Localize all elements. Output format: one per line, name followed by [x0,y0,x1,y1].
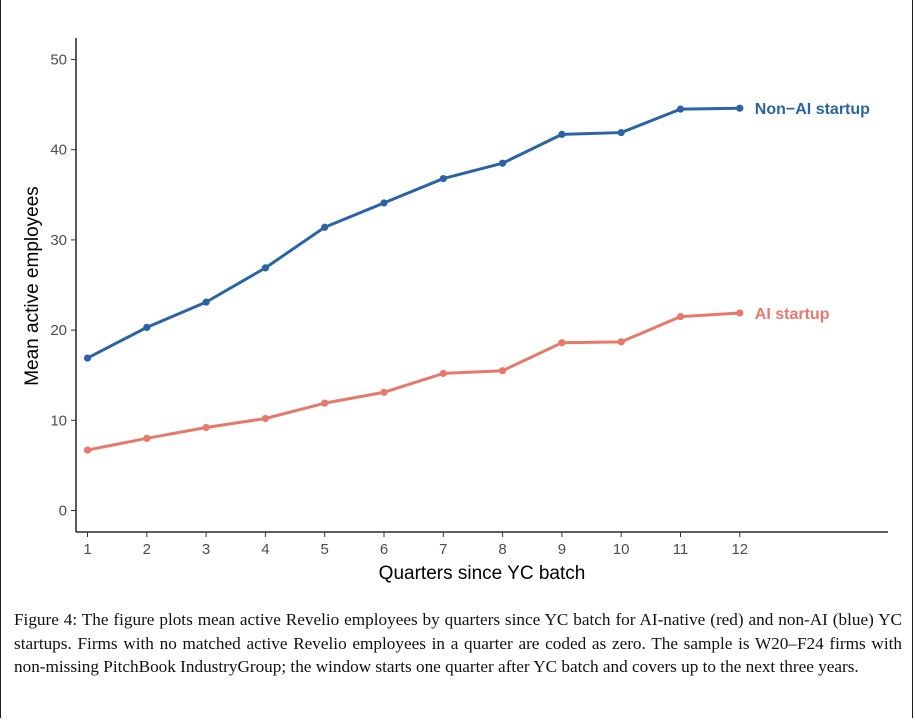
x-tick-label: 8 [498,541,506,558]
data-point [202,423,210,432]
x-tick-label: 4 [261,541,269,558]
data-point [439,174,447,183]
x-tick-label: 2 [143,541,151,558]
series-layer: Non−AI startup AI startup [83,101,870,454]
data-point [558,339,566,347]
data-point [261,414,269,423]
series-ai: AI startup [83,306,830,454]
data-point [261,264,269,272]
data-point [499,367,507,375]
series-end-label: AI startup [755,306,830,323]
data-point [202,298,210,306]
y-tick-label: 20 [50,322,67,339]
y-tick-label: 30 [50,232,67,249]
data-point [83,446,92,454]
x-tick-label: 1 [83,541,91,558]
y-tick-label: 10 [50,412,67,429]
data-point [439,369,447,377]
data-point [380,388,388,396]
data-point [617,128,625,137]
y-axis-title: Mean active employees [22,186,43,386]
x-tick-label: 7 [439,541,447,558]
data-point [499,159,507,167]
data-point [676,105,685,113]
data-point [676,312,685,321]
x-tick-label: 11 [673,541,689,558]
data-point [558,130,566,138]
y-tick-label: 40 [50,142,67,159]
data-point [143,434,151,442]
data-point [321,399,329,407]
data-point [617,338,625,346]
data-point [83,354,92,362]
series-line [86,106,742,360]
x-tick-label: 5 [321,541,329,558]
data-point [736,309,744,317]
x-tick-label: 9 [558,541,566,558]
data-point [321,223,329,231]
data-point [143,323,151,331]
x-tick-label: 6 [380,541,388,558]
data-point [380,199,388,207]
series-non-ai: Non−AI startup [83,101,870,362]
y-tick-label: 0 [59,503,67,520]
x-tick-label: 3 [202,541,210,558]
figure-caption: Figure 4: The figure plots mean active R… [14,610,902,676]
series-line [86,311,742,452]
series-end-label: Non−AI startup [755,101,870,118]
x-tick-label: 12 [731,541,748,558]
x-tick-label: 10 [613,541,630,558]
x-axis-title: Quarters since YC batch [379,563,586,584]
y-tick-label: 50 [50,52,67,69]
data-point [736,104,744,112]
